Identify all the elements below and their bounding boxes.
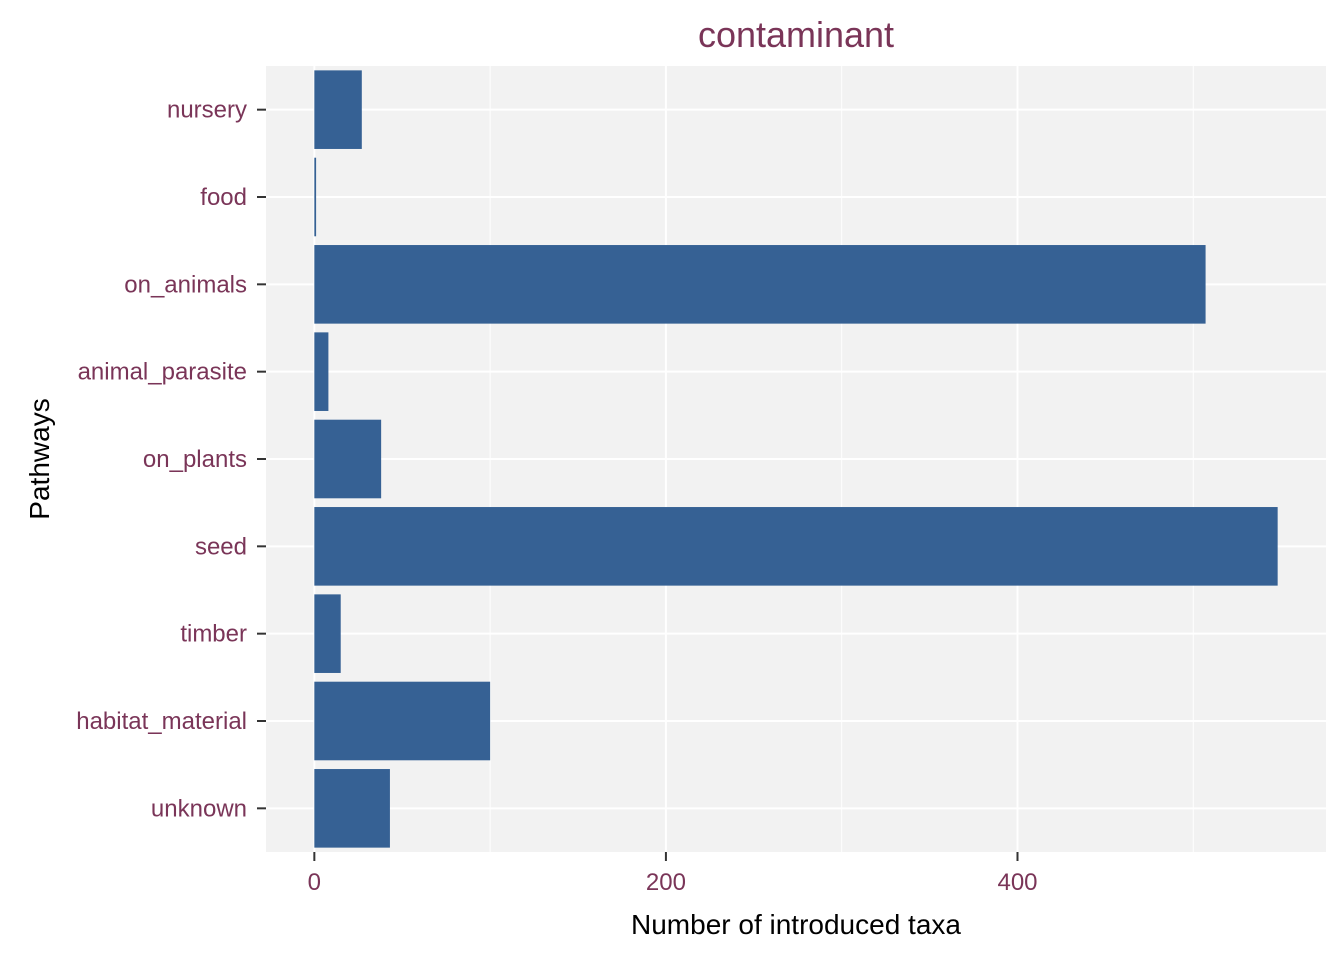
bar-on_animals bbox=[314, 245, 1206, 324]
bar-on_plants bbox=[314, 419, 382, 499]
x-tick-label: 200 bbox=[646, 869, 686, 896]
bar-unknown bbox=[314, 769, 390, 848]
bars bbox=[314, 70, 1278, 848]
bar-habitat_material bbox=[314, 681, 491, 761]
bar-nursery bbox=[314, 70, 362, 149]
y-tick-label: seed bbox=[195, 533, 247, 560]
y-axis-title: Pathways bbox=[24, 398, 55, 519]
y-tick-label: habitat_material bbox=[76, 708, 247, 735]
bar-animal_parasite bbox=[314, 332, 329, 411]
bar-food bbox=[314, 157, 317, 237]
x-axis-title: Number of introduced taxa bbox=[631, 909, 961, 940]
chart-title: contaminant bbox=[698, 14, 894, 55]
x-axis: 0 200 400 bbox=[308, 852, 1038, 896]
bar-seed bbox=[314, 507, 1278, 586]
bar-timber bbox=[314, 594, 341, 673]
y-tick-label: nursery bbox=[167, 97, 247, 124]
y-tick-label: unknown bbox=[151, 795, 247, 822]
y-tick-label: timber bbox=[180, 621, 247, 648]
y-tick-label: food bbox=[200, 184, 247, 211]
y-tick-label: on_plants bbox=[143, 446, 247, 473]
x-tick-label: 400 bbox=[997, 869, 1037, 896]
x-tick-label: 0 bbox=[308, 869, 321, 896]
y-axis: nursery food on_animals animal_parasite on_p… bbox=[76, 97, 266, 822]
y-tick-label: animal_parasite bbox=[78, 359, 247, 386]
y-tick-label: on_animals bbox=[124, 271, 247, 298]
